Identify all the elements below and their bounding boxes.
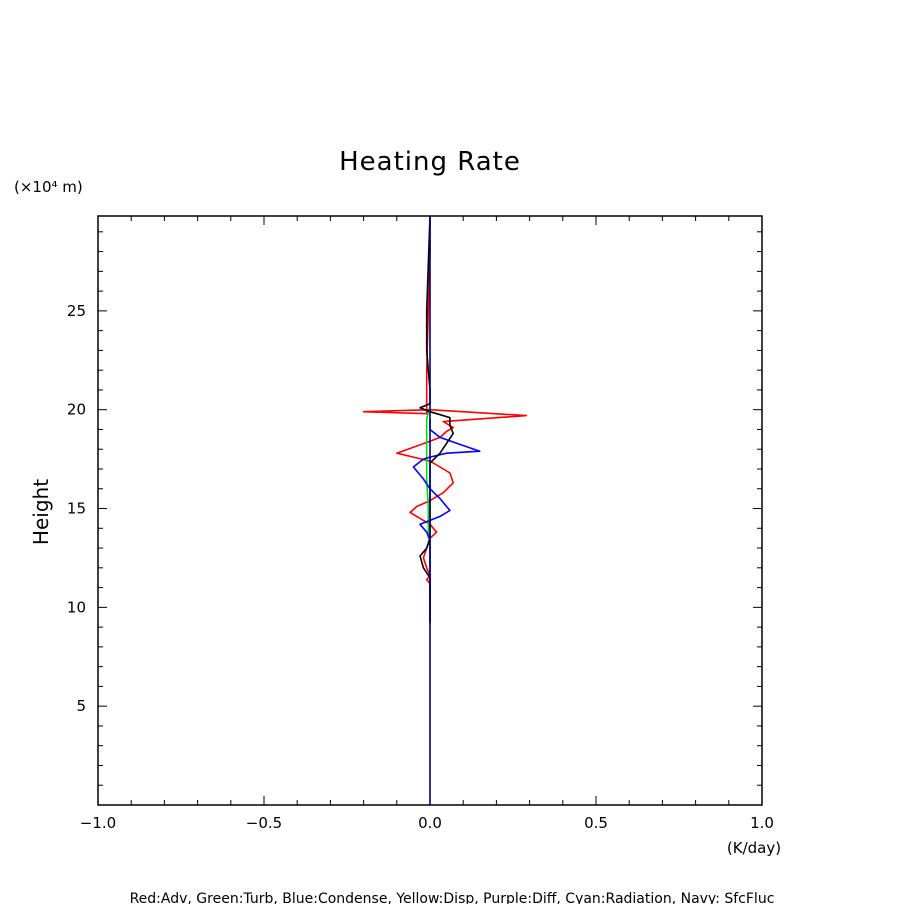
x-tick-label: −0.5 — [246, 814, 282, 832]
y-tick-label: 15 — [67, 500, 86, 518]
y-tick-label: 25 — [67, 302, 86, 320]
x-tick-label: 0.5 — [584, 814, 608, 832]
plot-frame — [97, 215, 763, 806]
y-axis-unit: (×10⁴ m) — [14, 178, 83, 196]
y-tick-label: 10 — [67, 598, 86, 616]
y-tick-label: 20 — [67, 401, 86, 419]
x-tick-label: −1.0 — [80, 814, 116, 832]
y-tick-label: 5 — [76, 697, 86, 715]
x-axis-unit: (K/day) — [727, 839, 781, 857]
axis-ticks: −1.0 −0.5 0.0 0.5 1.0 5 10 15 20 25 — [67, 216, 774, 832]
legend-text: Red:Adv, Green:Turb, Blue:Condense, Yell… — [130, 891, 775, 904]
x-tick-label: 0.0 — [418, 814, 442, 832]
series-line-turb — [425, 411, 430, 539]
y-axis-label: Height — [29, 479, 53, 545]
series-line-adv — [362, 216, 528, 624]
series-layer — [362, 215, 528, 805]
series-line-condense — [412, 419, 481, 598]
x-tick-label: 1.0 — [750, 814, 774, 832]
chart-title: Heating Rate — [339, 147, 521, 177]
